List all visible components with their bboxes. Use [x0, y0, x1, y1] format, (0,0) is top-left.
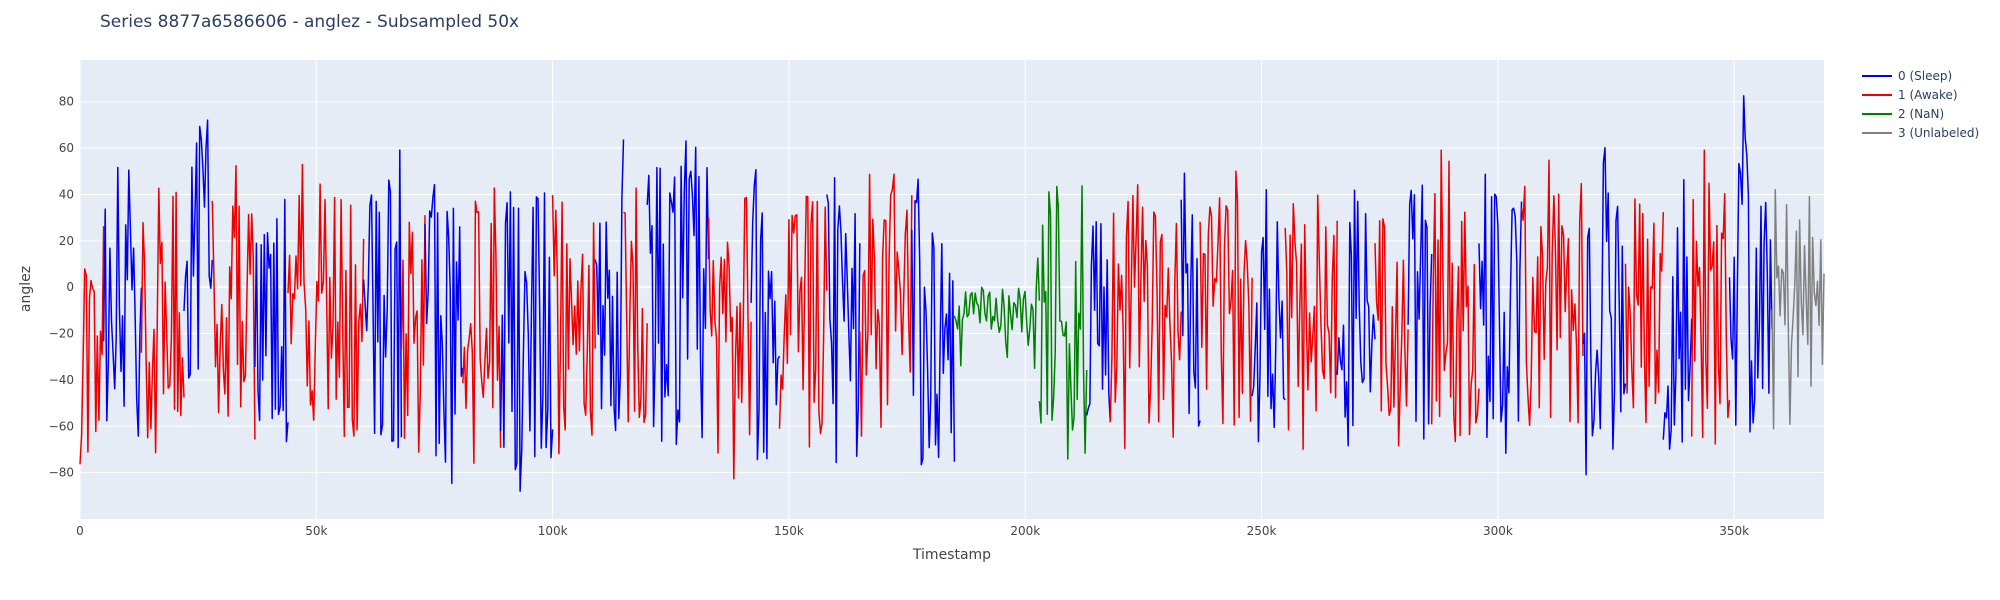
legend-label: 2 (NaN): [1898, 106, 1945, 121]
series-line-0: [1478, 173, 1523, 454]
series-line-0: [750, 168, 781, 461]
y-tick-label: −60: [49, 419, 74, 433]
series-line-1: [859, 173, 913, 437]
series-line-0: [499, 191, 554, 492]
chart-title: Series 8877a6586606 - anglez - Subsample…: [100, 12, 520, 32]
series-line-0: [102, 166, 143, 437]
legend-label: 0 (Sleep): [1898, 68, 1953, 83]
series-line-1: [400, 215, 426, 453]
series-line-0: [1336, 189, 1376, 447]
y-tick-label: 80: [59, 95, 74, 109]
legend-item[interactable]: 0 (Sleep): [1862, 66, 1979, 85]
series-line-2: [1038, 185, 1088, 460]
legend-swatch: [1862, 131, 1892, 134]
series-line-1: [1199, 170, 1253, 426]
series-line-0: [1728, 95, 1773, 433]
series-line-0: [1085, 221, 1112, 423]
x-tick-label: 250k: [1247, 524, 1277, 538]
series-line-1: [1624, 198, 1665, 424]
series-line-0: [1662, 179, 1693, 450]
x-tick-label: 300k: [1483, 524, 1513, 538]
legend: 0 (Sleep) 1 (Awake) 2 (NaN) 3 (Unlabeled): [1862, 66, 1979, 142]
legend-swatch: [1862, 93, 1892, 96]
series-line-0: [183, 119, 214, 379]
series-line-2: [953, 257, 1041, 370]
trace-group: [79, 95, 1825, 492]
series-line-1: [778, 195, 828, 448]
x-tick-label: 100k: [538, 524, 568, 538]
series-line-0: [594, 139, 625, 432]
x-tick-label: 0: [76, 524, 84, 538]
series-line-0: [646, 140, 710, 446]
series-line-0: [1251, 189, 1286, 443]
y-tick-label: 0: [66, 280, 74, 294]
series-line-1: [140, 187, 185, 454]
series-line-1: [287, 163, 365, 438]
series-line-0: [826, 176, 861, 464]
y-tick-label: −40: [49, 373, 74, 387]
series-line-1: [1374, 218, 1409, 447]
y-axis-ticks: −80 −60 −40 −20 0 20 40 60 80: [49, 95, 74, 480]
series-line-1: [211, 165, 256, 440]
y-axis-title: anglez: [18, 266, 34, 312]
legend-swatch: [1862, 74, 1892, 77]
series-line-0: [1407, 184, 1433, 440]
series-line-1: [1690, 149, 1731, 445]
x-axis-title: Timestamp: [912, 547, 991, 563]
legend-item[interactable]: 2 (NaN): [1862, 104, 1979, 123]
series-line-1: [707, 196, 752, 480]
x-tick-label: 350k: [1719, 524, 1749, 538]
y-tick-label: 60: [59, 141, 74, 155]
y-tick-label: −20: [49, 327, 74, 341]
series-line-1: [1109, 184, 1182, 450]
y-tick-label: 40: [59, 187, 74, 201]
series-line-0: [1180, 172, 1201, 427]
series-line-1: [551, 195, 596, 455]
series-line-1: [79, 226, 105, 465]
series-line-0: [424, 183, 464, 485]
series-line-3: [1771, 189, 1825, 430]
legend-swatch: [1862, 112, 1892, 115]
y-tick-label: 20: [59, 234, 74, 248]
legend-item[interactable]: 1 (Awake): [1862, 85, 1979, 104]
x-tick-label: 150k: [774, 524, 804, 538]
legend-label: 3 (Unlabeled): [1898, 125, 1980, 140]
legend-label: 1 (Awake): [1898, 87, 1958, 102]
series-line-0: [1582, 147, 1627, 476]
series-line-0: [362, 149, 403, 449]
series-line-1: [1520, 159, 1584, 427]
x-tick-label: 200k: [1010, 524, 1040, 538]
series-line-0: [911, 178, 956, 466]
legend-item[interactable]: 3 (Unlabeled): [1862, 123, 1979, 142]
x-axis-ticks: 0 50k 100k 150k 200k 250k 300k 350k: [76, 524, 1749, 538]
series-line-1: [462, 187, 502, 464]
y-tick-label: −80: [49, 466, 74, 480]
series-line-1: [623, 187, 648, 424]
x-tick-label: 50k: [305, 524, 327, 538]
series-line-0: [254, 198, 289, 443]
series-line-1: [1284, 194, 1338, 450]
series-line-1: [1430, 149, 1480, 443]
